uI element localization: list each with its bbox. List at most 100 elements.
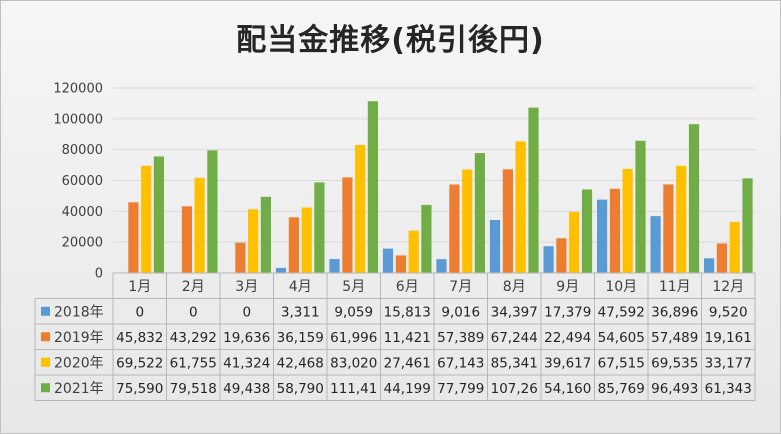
bar [704,258,715,273]
bar [569,211,580,273]
data-label: 47,592 [598,304,645,320]
bar [355,145,366,273]
legend-key [41,332,50,342]
bar [609,188,620,273]
bar [528,107,539,273]
bar [248,209,259,273]
data-label: 36,159 [277,330,324,346]
data-label: 45,832 [116,330,163,346]
bar [650,216,661,273]
bar [153,156,164,273]
legend-entry: 2019年 [54,330,104,346]
bar [128,202,139,273]
data-label: 15,813 [384,304,431,320]
data-label: 58,790 [277,381,324,397]
data-label: 49,438 [223,381,270,397]
chart-title: 配当金推移(税引後円) [236,23,545,58]
data-label: 111,41 [330,381,377,397]
x-category-label: 9月 [556,279,579,295]
bar [382,248,394,273]
data-label: 54,605 [598,330,645,346]
bar [663,184,674,273]
bar [301,207,312,273]
data-label: 22,494 [544,330,591,346]
bar [635,140,646,273]
bar [235,242,246,273]
bar [367,101,378,273]
bar [597,199,608,273]
data-label: 17,379 [544,304,591,320]
data-label: 67,143 [437,355,484,371]
bar [556,238,567,273]
bar [462,169,473,273]
data-label: 34,397 [491,304,538,320]
data-label: 96,493 [651,381,698,397]
data-label: 33,177 [705,355,752,371]
x-category-label: 6月 [396,279,419,295]
x-category-label: 2月 [182,279,205,295]
bar [489,220,501,273]
bar [275,267,287,273]
x-category-label: 3月 [235,279,258,295]
x-category-label: 5月 [342,279,365,295]
data-label: 85,341 [491,355,538,371]
bar [395,255,406,273]
bar [260,196,271,273]
data-label: 9,016 [441,304,480,320]
bar [622,168,633,273]
bar [474,153,485,273]
data-label: 41,324 [223,355,270,371]
data-label: 77,799 [437,381,484,397]
legend-entry: 2018年 [54,304,104,320]
bar [543,246,554,273]
x-category-label: 11月 [659,279,691,295]
bar [314,182,325,273]
data-label: 19,636 [223,330,270,346]
data-label: 107,26 [491,381,538,397]
data-label: 42,468 [277,355,324,371]
data-label: 69,522 [116,355,163,371]
bar [729,221,740,273]
bar [288,217,299,273]
y-tick-label: 120000 [53,82,103,97]
bar [581,189,593,273]
bar [194,177,205,273]
data-label: 67,244 [491,330,538,346]
data-label: 9,059 [334,304,373,320]
data-label: 67,515 [598,355,645,371]
data-label: 19,161 [705,330,752,346]
data-label: 39,617 [544,355,591,371]
y-tick-label: 40000 [62,205,103,220]
bar [141,165,152,273]
data-label: 79,518 [170,381,217,397]
y-tick-label: 80000 [62,143,103,158]
x-category-label: 12月 [712,279,744,295]
legend-entry: 2021年 [54,381,104,397]
x-category-label: 4月 [289,279,312,295]
data-label: 61,996 [330,330,377,346]
bar [502,169,513,273]
bar [421,204,432,273]
data-label: 69,535 [651,355,698,371]
data-label: 0 [135,304,144,320]
data-label: 85,769 [598,381,645,397]
data-label: 43,292 [170,330,217,346]
data-label: 0 [189,304,198,320]
legend-key [41,383,50,393]
data-label: 0 [242,304,251,320]
bar [688,124,700,273]
bar [207,150,218,273]
bar [716,243,727,273]
data-label: 75,590 [116,381,163,397]
y-tick-label: 60000 [62,174,103,189]
x-category-label: 1月 [128,279,151,295]
bar [449,184,460,273]
data-label: 11,421 [384,330,431,346]
bar [329,259,340,273]
data-label: 27,461 [384,355,431,371]
bar [408,230,419,273]
data-label: 61,755 [170,355,217,371]
data-label: 83,020 [330,355,377,371]
